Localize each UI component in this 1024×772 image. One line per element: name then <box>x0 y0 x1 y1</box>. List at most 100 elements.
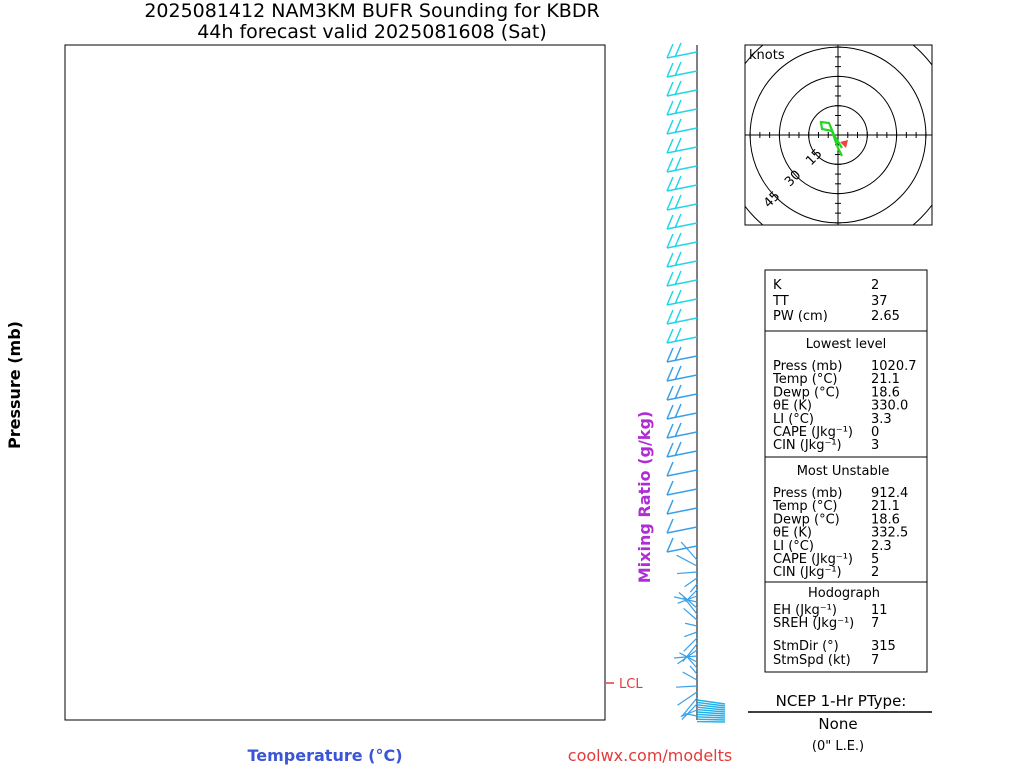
section-title-lowest-level: Lowest level <box>806 337 887 352</box>
section-title-most-unstable: Most Unstable <box>797 464 890 479</box>
wind-barb <box>667 272 673 286</box>
wind-barb <box>667 120 673 134</box>
wind-barb <box>667 538 673 552</box>
index-value: 37 <box>871 294 888 309</box>
wind-barb <box>667 44 673 58</box>
wind-barb <box>667 337 697 343</box>
wind-barb <box>667 394 697 400</box>
wind-barb <box>667 139 673 153</box>
mu-row-label: CIN (Jkg⁻¹) <box>773 565 842 580</box>
wind-barb <box>667 291 673 305</box>
wind-barb <box>667 413 697 419</box>
wind-barb <box>667 101 673 115</box>
wind-barb <box>667 310 673 324</box>
wind-barb <box>667 242 697 248</box>
wind-barb <box>697 714 725 716</box>
y-axis-label: Pressure (mb) <box>5 321 24 449</box>
wind-barb <box>667 386 673 400</box>
wind-barb <box>677 572 697 574</box>
wind-barb <box>667 261 697 267</box>
chart-subtitle: 44h forecast valid 2025081608 (Sat) <box>197 21 547 43</box>
wind-barb <box>667 367 673 381</box>
wind-barb <box>683 597 697 614</box>
wind-barb <box>667 196 673 210</box>
wind-barb <box>667 234 673 248</box>
lowest-row-value: 3 <box>871 438 879 453</box>
wind-barb <box>667 128 697 134</box>
wind-barb <box>667 356 697 362</box>
wind-barb <box>667 318 697 324</box>
index-value: 2 <box>871 278 879 293</box>
wind-barb <box>667 52 697 58</box>
wind-barb <box>667 470 697 476</box>
wind-barb <box>685 623 697 626</box>
wind-barb <box>684 638 697 651</box>
wind-barb <box>677 692 697 705</box>
wind-barb <box>697 719 725 720</box>
wind-barb <box>683 672 697 680</box>
wind-barb <box>667 489 697 495</box>
wind-barb <box>667 405 673 419</box>
wind-barb <box>684 608 697 620</box>
plot-area <box>65 45 605 720</box>
wind-barb <box>679 592 697 608</box>
wind-barb <box>667 204 697 210</box>
index-label: PW (cm) <box>773 309 828 324</box>
wind-barb <box>667 508 697 514</box>
wind-barb <box>667 462 673 476</box>
wind-barb <box>667 63 673 77</box>
hodo-row-label: StmSpd (kt) <box>773 653 851 668</box>
index-value: 2.65 <box>871 309 900 324</box>
wind-barb <box>697 717 725 718</box>
wind-barb <box>667 443 673 457</box>
wind-barb <box>681 542 697 560</box>
wind-barb <box>667 158 673 172</box>
ptype-note: (0" L.E.) <box>812 739 864 754</box>
wind-barb <box>667 481 673 495</box>
wind-barb <box>667 299 697 305</box>
wind-barb <box>667 348 673 362</box>
wind-barb <box>667 223 697 229</box>
wind-barb <box>667 177 673 191</box>
wind-barbs <box>667 43 725 722</box>
wind-barb <box>667 546 697 552</box>
hodograph-unit-label: knots <box>749 48 785 63</box>
mixing-ratio-label: Mixing Ratio (g/kg) <box>635 411 654 583</box>
wind-barb <box>667 329 673 343</box>
wind-barb <box>667 424 673 438</box>
hodo-row-label: StmDir (°) <box>773 639 839 654</box>
wind-barb <box>667 71 697 77</box>
hodo-row-label: SREH (Jkg⁻¹) <box>773 616 854 631</box>
hodo-row-value: 7 <box>871 653 879 668</box>
wind-barb <box>667 109 697 115</box>
wind-barb <box>667 215 673 229</box>
wind-barb <box>667 185 697 191</box>
index-label: TT <box>772 294 789 309</box>
wind-barb <box>667 527 697 533</box>
wind-barb <box>667 519 673 533</box>
wind-barb <box>667 280 697 286</box>
wind-barb <box>667 451 697 457</box>
wind-barb <box>684 632 697 637</box>
index-label: K <box>773 278 782 293</box>
wind-barb <box>667 432 697 438</box>
wind-barb <box>687 657 697 668</box>
mu-row-value: 2 <box>871 565 879 580</box>
wind-barb <box>667 166 697 172</box>
wind-barb <box>667 90 697 96</box>
ptype-title: NCEP 1-Hr PType: <box>776 692 907 710</box>
lowest-row-label: CIN (Jkg⁻¹) <box>773 438 842 453</box>
wind-barb <box>667 82 673 96</box>
lcl-label: LCL <box>619 677 643 692</box>
wind-barb <box>667 253 673 267</box>
chart-title: 2025081412 NAM3KM BUFR Sounding for KBDR <box>144 0 599 22</box>
wind-barb <box>667 500 673 514</box>
wind-barb <box>676 686 697 687</box>
x-axis-label: Temperature (°C) <box>247 746 402 765</box>
hodo-row-value: 7 <box>871 616 879 631</box>
hodo-row-value: 315 <box>871 639 896 654</box>
credit-link[interactable]: coolwx.com/modelts <box>568 746 732 765</box>
